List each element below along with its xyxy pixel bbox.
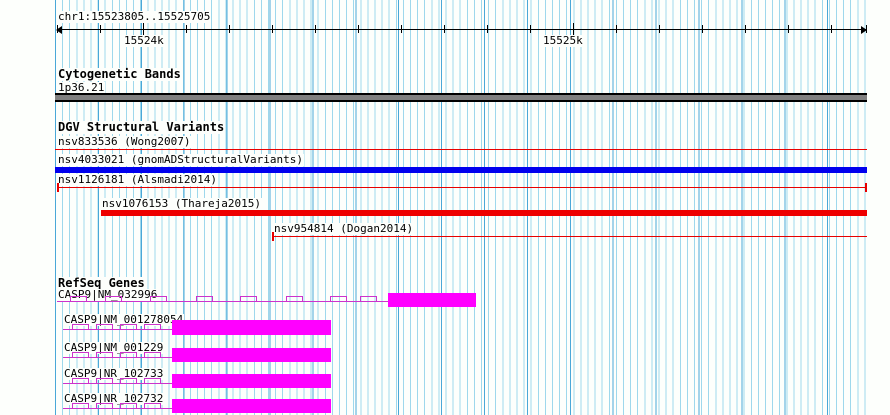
gene-exon-edge bbox=[120, 324, 121, 330]
gene-exon-edge bbox=[144, 352, 145, 358]
gene-small-exon[interactable] bbox=[360, 296, 377, 297]
gene-exon-edge bbox=[72, 324, 73, 330]
gene-exon-edge bbox=[112, 378, 113, 384]
gene-exon-casp9-nm-001229[interactable] bbox=[172, 348, 331, 362]
gene-exon-edge bbox=[144, 324, 145, 330]
gene-small-exon[interactable] bbox=[72, 352, 89, 353]
gene-exon-edge bbox=[346, 296, 347, 302]
gene-exon-edge bbox=[160, 352, 161, 358]
gene-exon-edge bbox=[96, 352, 97, 358]
gene-label-casp9-nm-032996: CASP9|NM_032996 bbox=[57, 288, 159, 301]
gene-exon-edge bbox=[86, 296, 87, 302]
gene-small-exon[interactable] bbox=[144, 324, 161, 325]
gene-exon-edge bbox=[120, 378, 121, 384]
gene-small-exon[interactable] bbox=[72, 324, 89, 325]
gene-small-exon[interactable] bbox=[96, 352, 113, 353]
gene-exon-edge bbox=[72, 352, 73, 358]
gene-exon-edge bbox=[88, 352, 89, 358]
gene-exon-edge bbox=[160, 378, 161, 384]
gene-exon-edge bbox=[136, 324, 137, 330]
gene-exon-edge bbox=[160, 324, 161, 330]
gene-small-exon[interactable] bbox=[120, 324, 137, 325]
gene-exon-edge bbox=[136, 352, 137, 358]
gene-intron-line bbox=[63, 408, 172, 409]
gene-intron-line bbox=[63, 329, 172, 330]
gene-exon-edge bbox=[96, 403, 97, 409]
gene-small-exon[interactable] bbox=[150, 296, 167, 297]
gene-exon-edge bbox=[136, 378, 137, 384]
gene-exon-edge bbox=[360, 296, 361, 302]
gene-exon-edge bbox=[144, 378, 145, 384]
gene-small-exon[interactable] bbox=[105, 296, 122, 297]
gene-exon-edge bbox=[88, 324, 89, 330]
gene-exon-edge bbox=[120, 352, 121, 358]
gene-small-exon[interactable] bbox=[120, 403, 137, 404]
gene-exon-edge bbox=[144, 403, 145, 409]
gene-exon-edge bbox=[150, 296, 151, 302]
gene-small-exon[interactable] bbox=[72, 403, 89, 404]
gene-exon-edge bbox=[88, 378, 89, 384]
gene-exon-edge bbox=[96, 324, 97, 330]
gene-exon-edge bbox=[120, 403, 121, 409]
gene-small-exon[interactable] bbox=[196, 296, 213, 297]
gene-small-exon[interactable] bbox=[144, 352, 161, 353]
gene-small-exon[interactable] bbox=[96, 403, 113, 404]
gene-exon-casp9-nm-032996[interactable] bbox=[388, 293, 476, 307]
gene-exon-casp9-nr-102733[interactable] bbox=[172, 374, 331, 388]
gene-exon-edge bbox=[112, 324, 113, 330]
gene-exon-edge bbox=[376, 296, 377, 302]
gene-exon-edge bbox=[256, 296, 257, 302]
gene-exon-edge bbox=[72, 378, 73, 384]
gene-small-exon[interactable] bbox=[70, 296, 87, 297]
gene-exon-edge bbox=[105, 296, 106, 302]
gene-exon-edge bbox=[330, 296, 331, 302]
gene-small-exon[interactable] bbox=[96, 378, 113, 379]
gene-exon-casp9-nr-102732[interactable] bbox=[172, 399, 331, 413]
gene-small-exon[interactable] bbox=[240, 296, 257, 297]
gene-small-exon[interactable] bbox=[96, 324, 113, 325]
gene-exon-casp9-nm-001278054[interactable] bbox=[172, 320, 331, 335]
gene-exon-edge bbox=[240, 296, 241, 302]
gene-exon-edge bbox=[136, 403, 137, 409]
gene-intron-line bbox=[63, 357, 172, 358]
gene-small-exon[interactable] bbox=[286, 296, 303, 297]
gene-exon-edge bbox=[160, 403, 161, 409]
gene-exon-edge bbox=[212, 296, 213, 302]
gene-small-exon[interactable] bbox=[72, 378, 89, 379]
gene-intron-line bbox=[57, 301, 388, 302]
gene-exon-edge bbox=[72, 403, 73, 409]
gene-small-exon[interactable] bbox=[120, 352, 137, 353]
gene-exon-edge bbox=[121, 296, 122, 302]
gene-exon-edge bbox=[166, 296, 167, 302]
gene-exon-edge bbox=[112, 352, 113, 358]
gene-exon-edge bbox=[88, 403, 89, 409]
gene-exon-edge bbox=[286, 296, 287, 302]
gene-exon-edge bbox=[70, 296, 71, 302]
gene-exon-edge bbox=[112, 403, 113, 409]
gene-exon-edge bbox=[96, 378, 97, 384]
gene-exon-edge bbox=[196, 296, 197, 302]
gene-small-exon[interactable] bbox=[144, 403, 161, 404]
gene-small-exon[interactable] bbox=[330, 296, 347, 297]
gene-small-exon[interactable] bbox=[144, 378, 161, 379]
gene-small-exon[interactable] bbox=[120, 378, 137, 379]
gene-exon-edge bbox=[302, 296, 303, 302]
gene-intron-line bbox=[63, 383, 172, 384]
